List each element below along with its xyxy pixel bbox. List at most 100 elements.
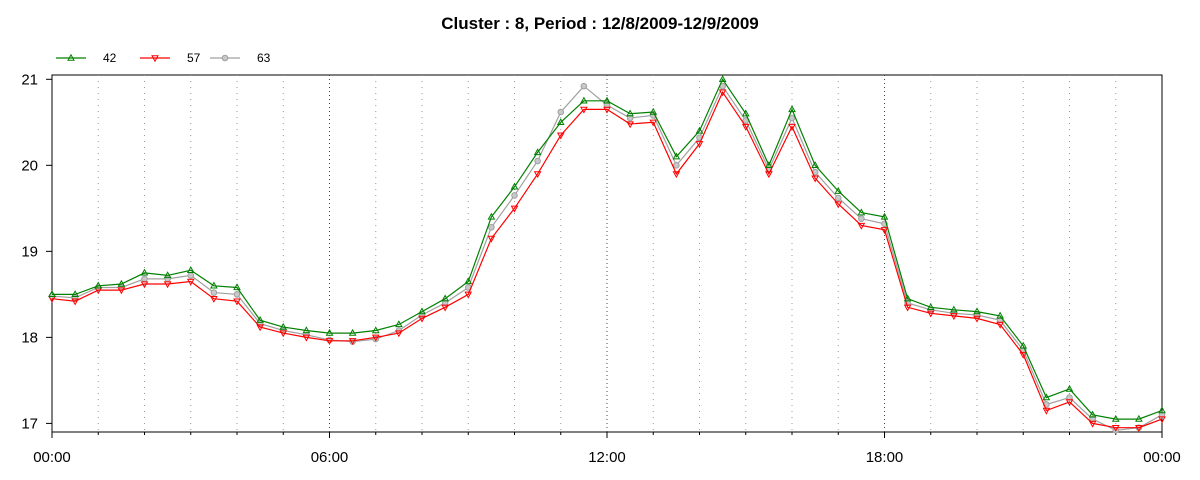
data-point-63 — [187, 272, 195, 279]
data-point-42 — [256, 315, 264, 323]
data-point-57 — [626, 121, 634, 129]
y-tick-label: 17 — [21, 415, 38, 432]
data-point-42 — [1158, 406, 1166, 414]
data-point-57 — [302, 334, 311, 342]
legend-marker-63 — [221, 54, 229, 62]
data-point-57 — [788, 123, 796, 131]
data-point-57 — [71, 298, 79, 306]
data-point-42 — [348, 328, 357, 336]
data-point-57 — [649, 119, 658, 127]
x-tick-label: 18:00 — [866, 449, 904, 466]
data-point-42 — [996, 311, 1004, 319]
data-point-42 — [325, 328, 334, 336]
legend-label-63: 63 — [257, 51, 271, 65]
data-point-57 — [395, 330, 403, 338]
data-point-57 — [857, 222, 866, 230]
data-point-42 — [857, 208, 866, 216]
data-point-57 — [741, 123, 750, 131]
data-point-57 — [718, 89, 727, 97]
x-tick-label: 00:00 — [33, 449, 71, 466]
data-point-57 — [464, 291, 473, 299]
chart-title: Cluster : 8, Period : 12/8/2009-12/9/200… — [441, 14, 759, 33]
data-point-63 — [1066, 394, 1073, 401]
data-point-63 — [534, 157, 541, 165]
y-tick-label: 18 — [21, 329, 38, 346]
data-point-42 — [302, 326, 311, 334]
legend-marker-57 — [151, 55, 159, 63]
data-point-42 — [1019, 341, 1028, 349]
data-point-57 — [580, 106, 588, 114]
data-point-42 — [1042, 393, 1051, 401]
data-point-63 — [858, 215, 865, 222]
data-point-57 — [1065, 399, 1074, 407]
data-point-57 — [973, 315, 981, 323]
data-point-42 — [418, 307, 426, 315]
data-point-57 — [371, 334, 380, 342]
data-point-42 — [186, 266, 195, 273]
data-point-57 — [950, 313, 958, 321]
data-point-57 — [441, 304, 449, 312]
data-point-57 — [1158, 416, 1166, 424]
data-point-63 — [441, 299, 449, 307]
data-point-42 — [395, 320, 403, 328]
data-point-57 — [672, 171, 681, 179]
data-point-57 — [487, 235, 496, 243]
plot-area — [51, 74, 1163, 433]
x-tick-label: 12:00 — [588, 449, 626, 466]
data-point-57 — [140, 281, 149, 289]
data-point-42 — [441, 294, 449, 302]
data-point-57 — [348, 338, 357, 346]
data-point-42 — [765, 161, 773, 169]
data-point-63 — [580, 82, 588, 90]
data-point-42 — [1111, 414, 1120, 422]
data-point-63 — [557, 108, 565, 116]
data-point-42 — [580, 96, 588, 104]
data-point-57 — [996, 321, 1004, 329]
data-point-57 — [1111, 424, 1120, 432]
data-point-57 — [418, 315, 426, 323]
data-point-63 — [1089, 415, 1096, 423]
data-point-57 — [117, 287, 126, 295]
data-point-57 — [510, 205, 519, 213]
data-point-57 — [1019, 351, 1028, 359]
data-point-63 — [511, 192, 518, 199]
data-point-57 — [695, 141, 704, 149]
y-tick-label: 20 — [21, 157, 38, 174]
data-point-57 — [926, 310, 935, 318]
data-point-42 — [834, 186, 843, 194]
data-point-42 — [71, 290, 79, 298]
data-point-42 — [718, 75, 727, 83]
data-point-42 — [510, 182, 519, 190]
data-point-42 — [672, 152, 681, 160]
y-tick-label: 19 — [21, 243, 38, 260]
data-point-42 — [1088, 410, 1097, 418]
data-point-42 — [950, 305, 958, 313]
data-point-57 — [533, 171, 542, 179]
data-point-42 — [117, 279, 126, 287]
data-point-63 — [488, 223, 495, 231]
data-point-42 — [649, 107, 658, 115]
data-point-63 — [164, 275, 171, 283]
data-point-42 — [371, 326, 380, 334]
data-point-57 — [903, 304, 912, 312]
data-point-42 — [48, 290, 56, 298]
data-point-42 — [210, 281, 218, 289]
data-point-42 — [94, 281, 103, 289]
data-point-57 — [1135, 424, 1143, 432]
x-tick-label: 00:00 — [1143, 449, 1181, 466]
data-point-57 — [1042, 407, 1051, 415]
data-point-63 — [210, 289, 218, 296]
data-point-42 — [741, 109, 750, 117]
data-point-42 — [140, 268, 149, 276]
data-point-42 — [1135, 414, 1143, 422]
data-point-42 — [233, 283, 241, 291]
legend-marker-42 — [67, 53, 75, 61]
data-point-57 — [556, 132, 565, 140]
data-point-57 — [233, 298, 241, 306]
data-point-42 — [903, 294, 912, 302]
data-point-57 — [811, 175, 819, 183]
data-point-57 — [603, 106, 611, 114]
data-point-42 — [556, 118, 565, 126]
data-point-42 — [1065, 384, 1074, 392]
